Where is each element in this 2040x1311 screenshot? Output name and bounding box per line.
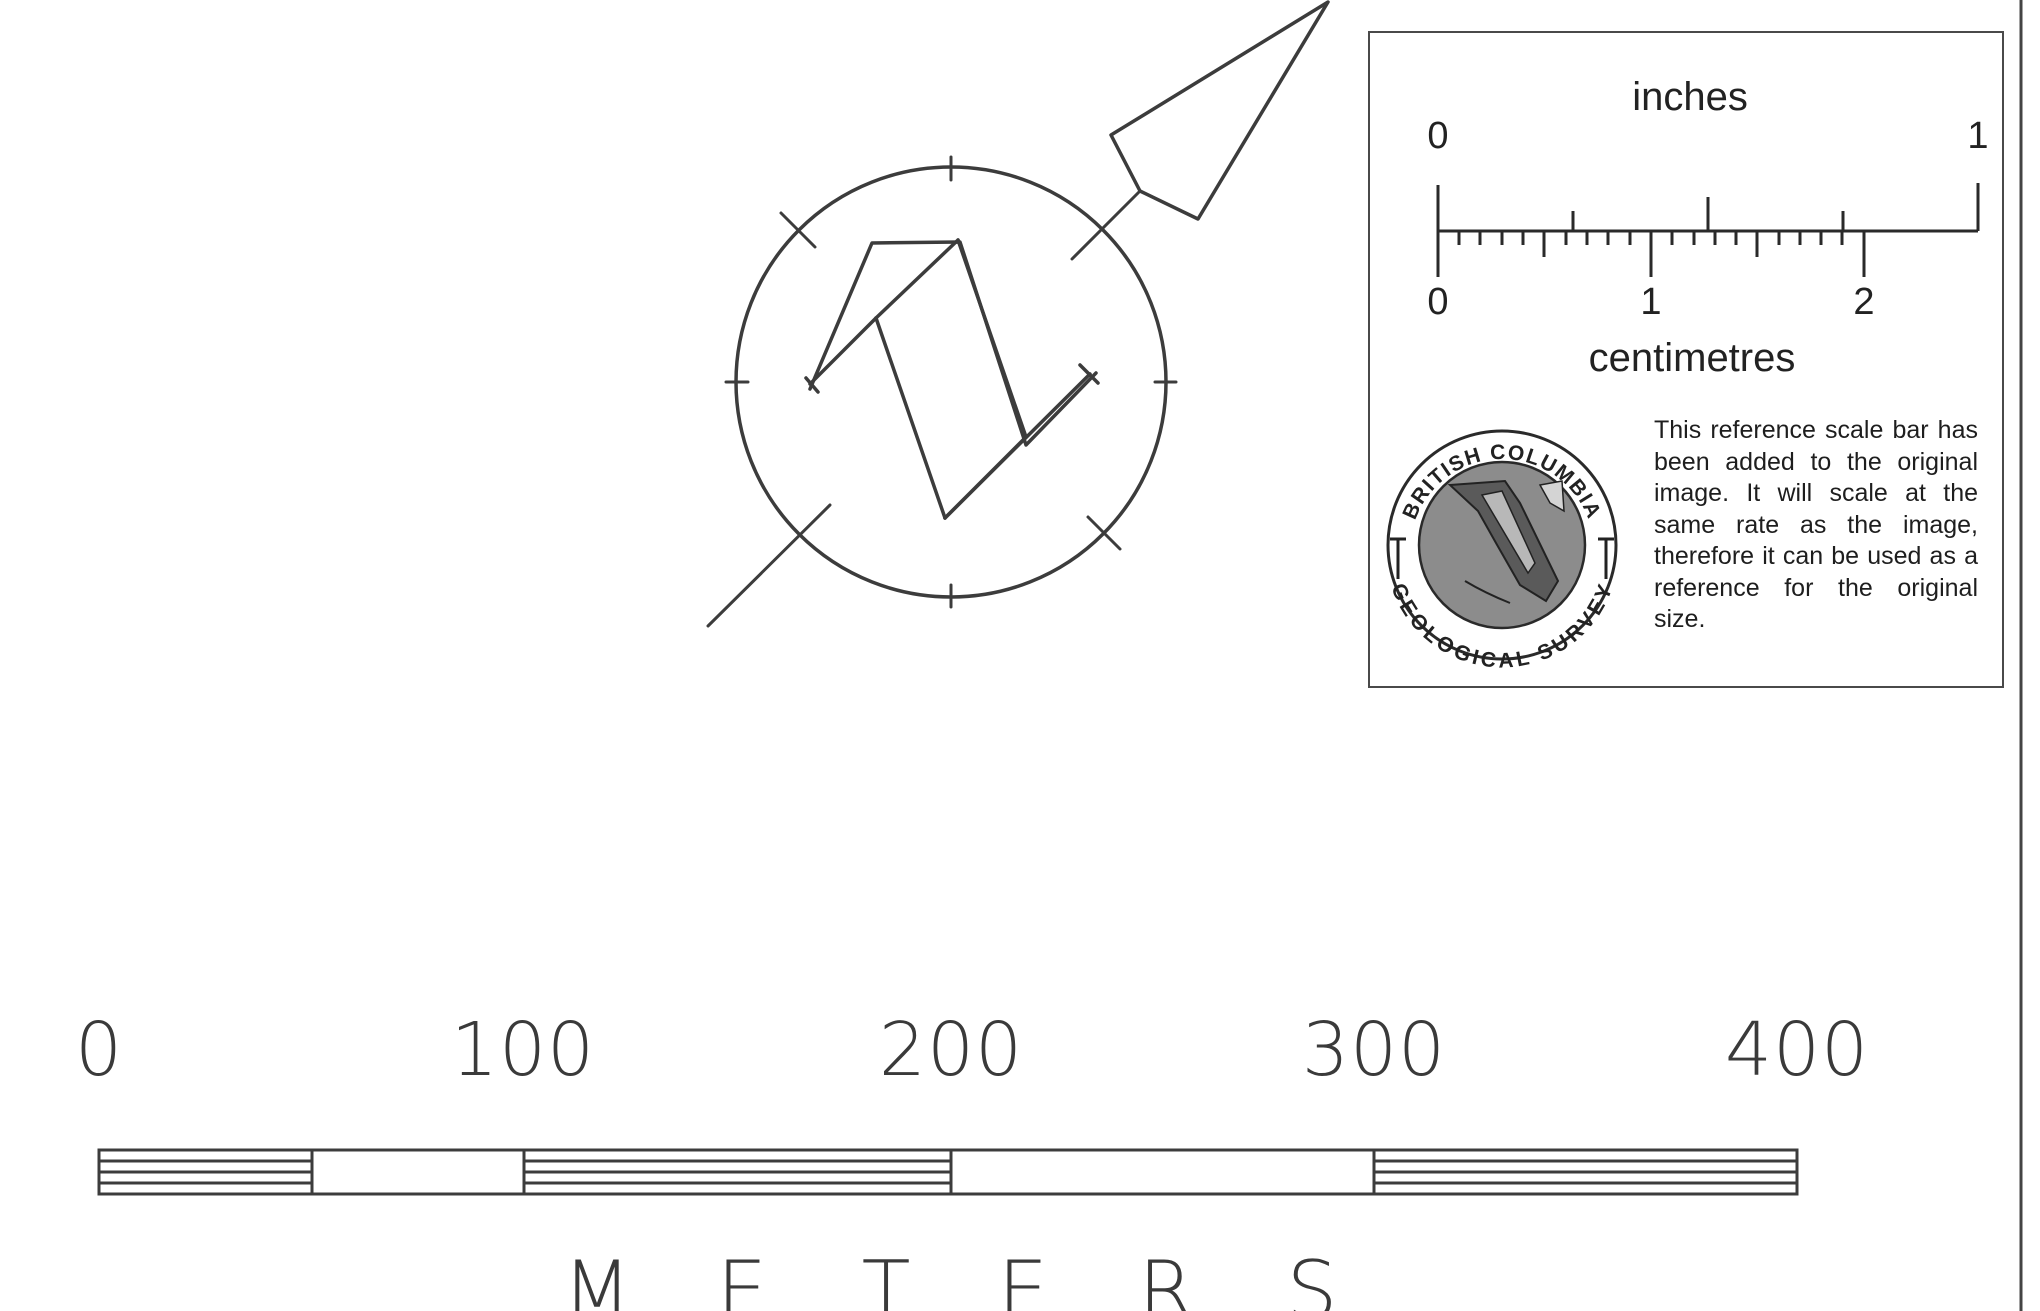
reference-scale-graphic: inches 0 1 [1386,75,1988,673]
scale-label-0: 0 [75,1007,123,1093]
scale-bar-dividers [310,1150,1376,1194]
scale-label-100: 100 [451,1007,595,1093]
meter-scale-bar: 0 100 200 300 400 M E T [75,1007,1869,1311]
scale-bar-filled-segments [99,1159,1797,1185]
reference-scale-box: inches 0 1 [1368,31,2004,688]
arrow-shaft-upper [1070,189,1142,261]
meters-letter-e1: E [717,1244,768,1311]
centimetres-label: centimetres [1589,336,1796,380]
arrow-shaft-lower [706,503,832,628]
meters-letter-s: S [1287,1244,1338,1311]
reference-note-text: This reference scale bar has been added … [1654,416,1978,633]
scale-label-400: 400 [1725,1007,1869,1093]
north-arrow [706,0,1330,628]
scale-label-200: 200 [879,1007,1023,1093]
cm-tick-2: 2 [1853,281,1874,323]
meters-letter-m: M [562,1244,631,1311]
meters-letter-e2: E [998,1244,1049,1311]
inch-tick-1: 1 [1967,115,1988,157]
inches-label: inches [1632,75,1748,119]
meters-letter-t: T [862,1244,911,1311]
inch-tick-0: 0 [1427,115,1448,157]
north-letter-strokes [804,238,1100,520]
reference-ruler [1436,183,1980,277]
meters-letter-r: R [1138,1244,1194,1311]
arrow-head [1109,0,1330,221]
compass-ticks [724,155,1178,609]
scale-label-300: 300 [1302,1007,1446,1093]
cm-tick-0: 0 [1427,281,1448,323]
cm-tick-1: 1 [1640,281,1661,323]
bc-geological-survey-seal-logo: BRITISH COLUMBIA GEOLOGICAL SURVEY [1386,429,1618,673]
